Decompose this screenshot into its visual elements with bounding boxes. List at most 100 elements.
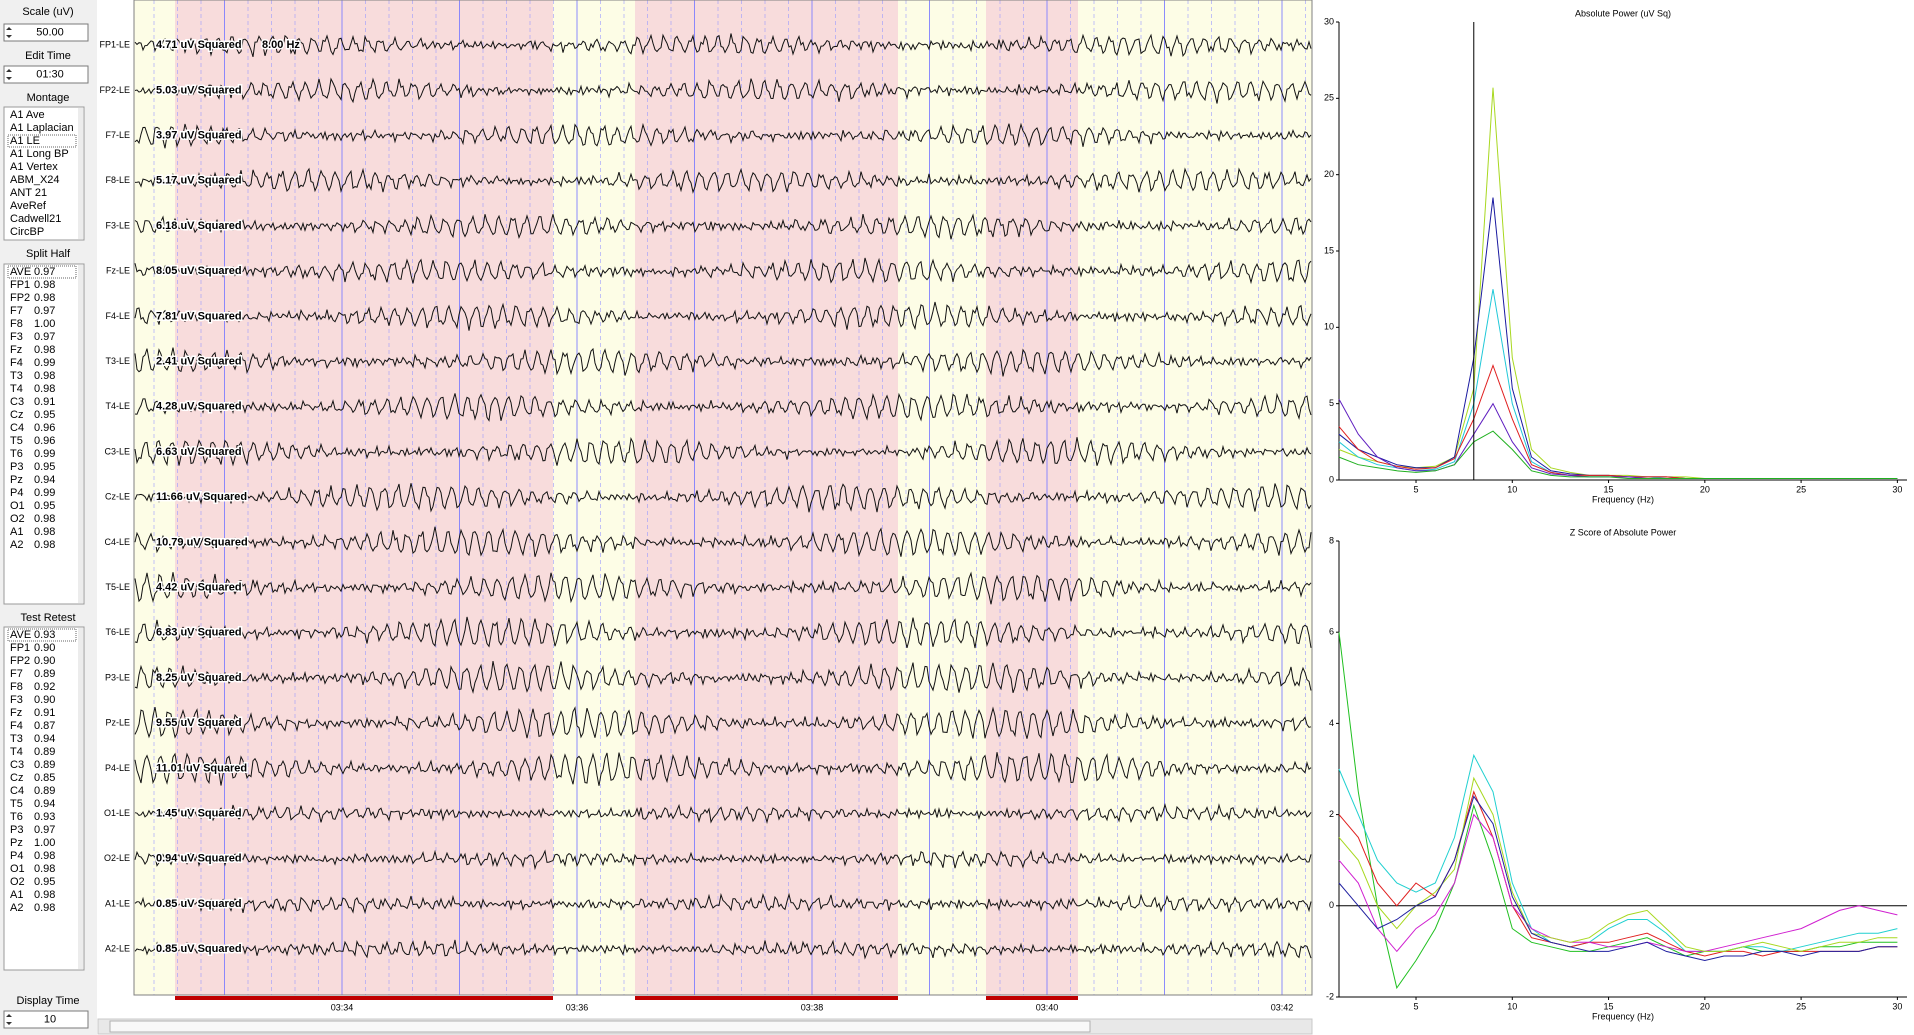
list-item-name[interactable]: T6 bbox=[10, 448, 23, 460]
list-item-name[interactable]: Fz bbox=[10, 707, 22, 719]
list-item-value[interactable]: 0.90 bbox=[34, 694, 55, 706]
list-item-value[interactable]: 0.98 bbox=[34, 383, 55, 395]
list-item-value[interactable]: 0.98 bbox=[34, 539, 55, 551]
list-item-value[interactable]: 0.99 bbox=[34, 448, 55, 460]
list-item-value[interactable]: 0.98 bbox=[34, 513, 55, 525]
list-item-name[interactable]: T4 bbox=[10, 383, 23, 395]
list-item-name[interactable]: C4 bbox=[10, 422, 24, 434]
list-item-name[interactable]: T3 bbox=[10, 733, 23, 745]
list-item-name[interactable]: Cz bbox=[10, 772, 23, 784]
input-box[interactable] bbox=[3, 65, 89, 84]
list-item-value[interactable]: 0.90 bbox=[34, 642, 55, 654]
list-item-value[interactable]: 0.98 bbox=[34, 279, 55, 291]
list-item-value[interactable]: 0.97 bbox=[34, 305, 55, 317]
list-item-name[interactable]: T5 bbox=[10, 798, 23, 810]
list-item-value[interactable]: 0.96 bbox=[34, 422, 55, 434]
list-item-name[interactable]: FP2 bbox=[10, 292, 30, 304]
list-item-value[interactable]: 0.93 bbox=[34, 811, 55, 823]
list-item-name[interactable]: C3 bbox=[10, 396, 24, 408]
list-item-name[interactable]: F3 bbox=[10, 694, 23, 706]
list-item[interactable]: ANT 21 bbox=[10, 187, 47, 199]
list-item-name[interactable]: P4 bbox=[10, 850, 23, 862]
list-item-name[interactable]: F4 bbox=[10, 357, 23, 369]
list-item-name[interactable]: T5 bbox=[10, 435, 23, 447]
list-item-name[interactable]: Fz bbox=[10, 344, 22, 356]
list-item-name[interactable]: AVE bbox=[10, 266, 31, 278]
list-item[interactable]: AveRef bbox=[10, 200, 47, 212]
list-item-name[interactable]: O1 bbox=[10, 500, 25, 512]
list-item-name[interactable]: F4 bbox=[10, 720, 23, 732]
list-item-value[interactable]: 0.97 bbox=[34, 331, 55, 343]
list-item-value[interactable]: 0.89 bbox=[34, 759, 55, 771]
list-item-value[interactable]: 0.94 bbox=[34, 798, 55, 810]
list-item-name[interactable]: Cz bbox=[10, 409, 23, 421]
h-scroll-thumb[interactable] bbox=[109, 1020, 1091, 1033]
list-item[interactable]: A1 LE bbox=[10, 135, 40, 147]
list-item-value[interactable]: 0.94 bbox=[34, 474, 55, 486]
list-item-name[interactable]: O1 bbox=[10, 863, 25, 875]
list-item-name[interactable]: FP1 bbox=[10, 279, 30, 291]
list-item-value[interactable]: 0.99 bbox=[34, 487, 55, 499]
list-item-value[interactable]: 0.95 bbox=[34, 461, 55, 473]
list-item-value[interactable]: 0.98 bbox=[34, 526, 55, 538]
list-item[interactable]: A1 Ave bbox=[10, 109, 45, 121]
list-item-value[interactable]: 0.98 bbox=[34, 370, 55, 382]
list-item-value[interactable]: 0.94 bbox=[34, 733, 55, 745]
list-item-value[interactable]: 0.95 bbox=[34, 409, 55, 421]
input-box[interactable] bbox=[3, 23, 89, 42]
list-item-value[interactable]: 0.97 bbox=[34, 266, 55, 278]
list-item-value[interactable]: 0.85 bbox=[34, 772, 55, 784]
list-item-name[interactable]: A1 bbox=[10, 526, 23, 538]
list-item-name[interactable]: T6 bbox=[10, 811, 23, 823]
list-item-value[interactable]: 0.87 bbox=[34, 720, 55, 732]
list-item-value[interactable]: 0.98 bbox=[34, 889, 55, 901]
list-item-name[interactable]: F3 bbox=[10, 331, 23, 343]
list-item[interactable]: ABM_X24 bbox=[10, 174, 60, 186]
list-item-value[interactable]: 0.96 bbox=[34, 435, 55, 447]
list-item-name[interactable]: A2 bbox=[10, 539, 23, 551]
list-item-value[interactable]: 0.98 bbox=[34, 850, 55, 862]
list-item-name[interactable]: P3 bbox=[10, 461, 23, 473]
list-item-value[interactable]: 0.90 bbox=[34, 655, 55, 667]
list-item-name[interactable]: T3 bbox=[10, 370, 23, 382]
list-item-value[interactable]: 0.98 bbox=[34, 344, 55, 356]
list-box[interactable] bbox=[3, 263, 85, 605]
list-item[interactable]: A1 Vertex bbox=[10, 161, 58, 173]
list-item-name[interactable]: F7 bbox=[10, 668, 23, 680]
list-item-name[interactable]: F7 bbox=[10, 305, 23, 317]
list-item-name[interactable]: A1 bbox=[10, 889, 23, 901]
list-item-name[interactable]: O2 bbox=[10, 876, 25, 888]
list-item-value[interactable]: 0.95 bbox=[34, 500, 55, 512]
list-item-value[interactable]: 0.91 bbox=[34, 707, 55, 719]
list-item-value[interactable]: 0.89 bbox=[34, 746, 55, 758]
list-box[interactable] bbox=[3, 626, 85, 971]
list-item-name[interactable]: F8 bbox=[10, 318, 23, 330]
list-item[interactable]: CircBP bbox=[10, 226, 44, 238]
list-item-value[interactable]: 0.89 bbox=[34, 785, 55, 797]
list-item[interactable]: Cadwell21 bbox=[10, 213, 61, 225]
list-item-value[interactable]: 1.00 bbox=[34, 837, 55, 849]
list-item-value[interactable]: 0.89 bbox=[34, 668, 55, 680]
list-item-value[interactable]: 0.91 bbox=[34, 396, 55, 408]
list-item-value[interactable]: 0.93 bbox=[34, 629, 55, 641]
list-item-value[interactable]: 0.92 bbox=[34, 681, 55, 693]
list-item-value[interactable]: 0.98 bbox=[34, 863, 55, 875]
list-item[interactable]: A1 Laplacian bbox=[10, 122, 74, 134]
list-item-name[interactable]: Pz bbox=[10, 474, 23, 486]
list-item-name[interactable]: P4 bbox=[10, 487, 23, 499]
list-item-value[interactable]: 0.97 bbox=[34, 824, 55, 836]
list-item-name[interactable]: FP1 bbox=[10, 642, 30, 654]
list-item-name[interactable]: FP2 bbox=[10, 655, 30, 667]
list-item-name[interactable]: Pz bbox=[10, 837, 23, 849]
list-item-value[interactable]: 0.95 bbox=[34, 876, 55, 888]
list-item-value[interactable]: 1.00 bbox=[34, 318, 55, 330]
list-item-name[interactable]: T4 bbox=[10, 746, 23, 758]
list-item-name[interactable]: F8 bbox=[10, 681, 23, 693]
list-item-name[interactable]: AVE bbox=[10, 629, 31, 641]
list-item-name[interactable]: P3 bbox=[10, 824, 23, 836]
list-item-name[interactable]: C4 bbox=[10, 785, 24, 797]
list-item-name[interactable]: O2 bbox=[10, 513, 25, 525]
list-item-value[interactable]: 0.98 bbox=[34, 902, 55, 914]
list-item-name[interactable]: A2 bbox=[10, 902, 23, 914]
list-item-name[interactable]: C3 bbox=[10, 759, 24, 771]
